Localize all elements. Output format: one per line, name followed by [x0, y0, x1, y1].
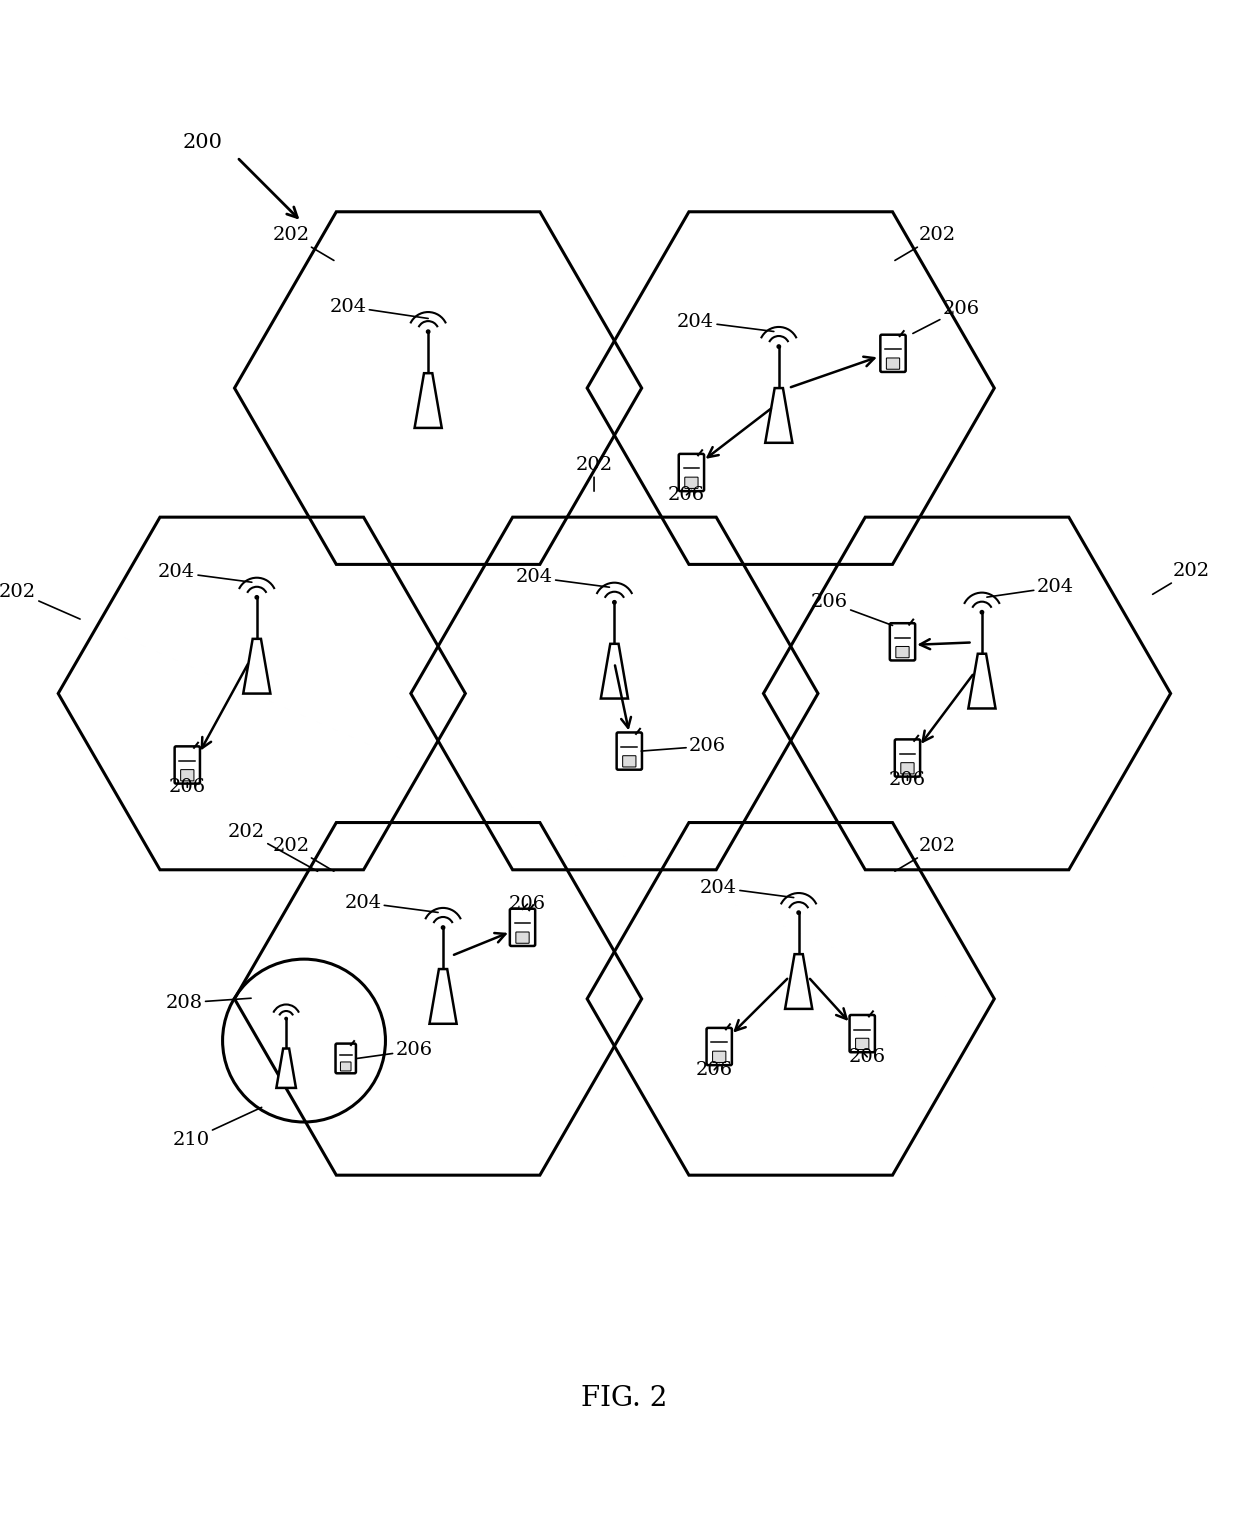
FancyBboxPatch shape	[887, 358, 900, 369]
Text: 204: 204	[516, 568, 609, 588]
FancyBboxPatch shape	[880, 335, 905, 372]
FancyBboxPatch shape	[713, 1051, 725, 1063]
FancyBboxPatch shape	[895, 646, 909, 658]
FancyBboxPatch shape	[622, 755, 636, 768]
FancyBboxPatch shape	[856, 1039, 869, 1049]
FancyBboxPatch shape	[616, 733, 642, 769]
Polygon shape	[968, 653, 996, 708]
Circle shape	[981, 611, 983, 614]
Text: 204: 204	[699, 879, 794, 897]
FancyBboxPatch shape	[341, 1062, 351, 1071]
Text: 202: 202	[273, 838, 334, 871]
Text: 204: 204	[677, 312, 774, 332]
Circle shape	[777, 344, 780, 349]
FancyBboxPatch shape	[181, 769, 193, 781]
Circle shape	[427, 330, 430, 334]
Polygon shape	[429, 969, 456, 1023]
FancyBboxPatch shape	[510, 909, 536, 946]
Text: 206: 206	[913, 300, 980, 334]
Text: 206: 206	[357, 1042, 433, 1060]
Text: 208: 208	[166, 995, 250, 1011]
FancyBboxPatch shape	[336, 1043, 356, 1074]
Text: 200: 200	[182, 133, 222, 152]
Text: 206: 206	[169, 778, 206, 797]
FancyBboxPatch shape	[684, 477, 698, 489]
Circle shape	[255, 595, 258, 599]
FancyBboxPatch shape	[849, 1014, 875, 1052]
Text: 206: 206	[848, 1048, 885, 1066]
FancyBboxPatch shape	[890, 623, 915, 661]
Text: 202: 202	[1153, 562, 1209, 594]
Polygon shape	[414, 373, 441, 428]
FancyBboxPatch shape	[707, 1028, 732, 1065]
Text: 204: 204	[330, 297, 428, 318]
Text: FIG. 2: FIG. 2	[582, 1384, 667, 1412]
Text: 204: 204	[159, 564, 252, 582]
Text: 206: 206	[889, 771, 926, 789]
Text: 206: 206	[696, 1060, 733, 1078]
FancyBboxPatch shape	[175, 746, 200, 784]
Polygon shape	[765, 388, 792, 443]
Circle shape	[441, 926, 445, 929]
Circle shape	[285, 1017, 288, 1020]
Text: 206: 206	[811, 592, 893, 626]
Polygon shape	[277, 1048, 296, 1087]
Text: 204: 204	[987, 579, 1074, 597]
FancyBboxPatch shape	[678, 454, 704, 490]
Text: 210: 210	[172, 1107, 262, 1148]
FancyBboxPatch shape	[516, 932, 529, 943]
Polygon shape	[785, 955, 812, 1008]
Text: 202: 202	[895, 838, 956, 871]
Text: 202: 202	[575, 457, 613, 492]
Text: 202: 202	[895, 227, 956, 260]
Text: 206: 206	[641, 737, 725, 755]
Text: 202: 202	[0, 583, 81, 618]
Text: 204: 204	[345, 894, 438, 912]
Polygon shape	[243, 638, 270, 693]
Text: 202: 202	[228, 822, 317, 871]
Circle shape	[613, 600, 616, 605]
FancyBboxPatch shape	[895, 739, 920, 777]
FancyBboxPatch shape	[900, 763, 914, 774]
Polygon shape	[601, 644, 627, 699]
Text: 206: 206	[508, 896, 546, 914]
Text: 206: 206	[668, 486, 706, 504]
Text: 202: 202	[273, 227, 334, 260]
Circle shape	[797, 911, 800, 914]
